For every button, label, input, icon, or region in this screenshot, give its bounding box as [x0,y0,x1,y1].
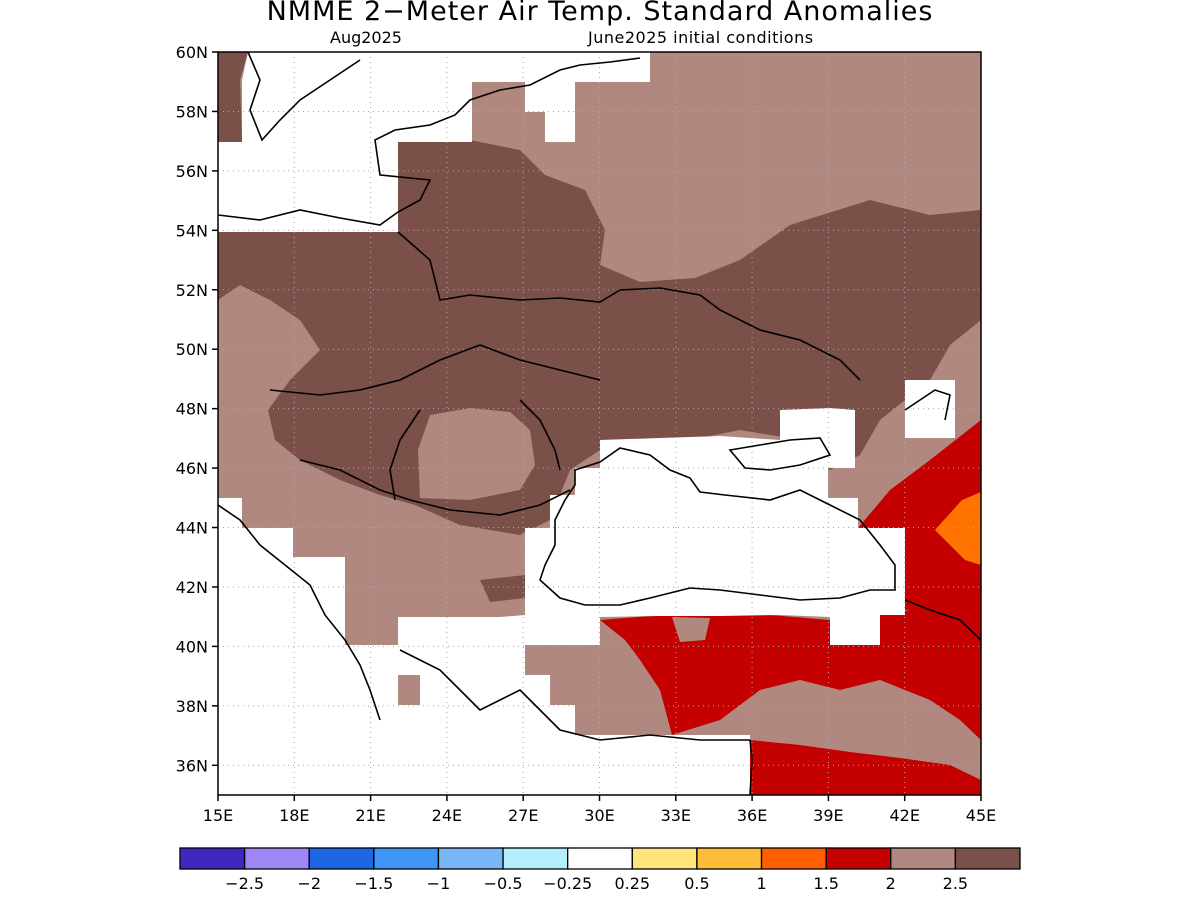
colorbar-swatch [373,847,440,870]
colorbar-label: −0.5 [484,874,523,893]
colorbar-swatch [825,847,892,870]
lat-tick-label: 60N [176,43,208,62]
coastlines [218,52,981,795]
colorbar-swatch [760,847,827,870]
colorbar-swatch [437,847,504,870]
lat-tick-label: 48N [176,400,208,419]
lon-tick-label: 24E [432,806,462,825]
lon-tick-label: 33E [661,806,691,825]
lat-tick-label: 50N [176,340,208,359]
anomaly-region-1.5-2 [750,740,981,795]
colorbar-label: −1.5 [354,874,393,893]
border-line [397,231,861,381]
lat-tick-label: 40N [176,637,208,656]
lon-tick-label: 45E [966,806,996,825]
lon-tick-label: 36E [737,806,767,825]
lon-tick-label: 18E [279,806,309,825]
colorbar-label: 2 [886,874,896,893]
lon-tick-label: 27E [508,806,538,825]
colorbar-label: −0.25 [543,874,592,893]
black-sea-mask [525,408,905,645]
colorbar-swatch [179,847,246,870]
border-line [299,459,571,516]
lat-tick-label: 52N [176,281,208,300]
anomaly-region-1-1.5 [935,492,981,565]
black-sea-coast [539,447,896,606]
colorbar-swatch [502,847,569,870]
colorbar-swatch [308,847,375,870]
colorbar-label: −2.5 [225,874,264,893]
colorbar-label: 0.25 [614,874,650,893]
colorbar-label: 2.5 [943,874,968,893]
forecast-month: Aug2025 [330,28,402,47]
colorbar-swatch [890,847,957,870]
colorbar-swatch [243,847,310,870]
lat-tick-label: 56N [176,162,208,181]
lon-tick-label: 39E [813,806,843,825]
anomaly-region-2-2.5 [418,408,535,500]
border-line [269,344,601,396]
map-title: NMME 2−Meter Air Temp. Standard Anomalie… [266,0,934,27]
adriatic-coast [218,504,381,721]
anomaly-region-2-2.5 [672,617,710,642]
colorbar-swatch [954,847,1021,870]
lat-tick-label: 36N [176,756,208,775]
colorbar-swatch [696,847,763,870]
lon-tick-label: 30E [584,806,614,825]
colorbar-label: 1.5 [813,874,838,893]
caspian-coast [904,389,951,421]
anomaly-region-2-2.5 [398,675,420,705]
anomaly-region-above-2.5 [480,575,525,602]
colorbar-label: 0.5 [684,874,709,893]
border-line [904,599,981,641]
colorbar-swatch [631,847,698,870]
border-line [519,399,561,471]
lat-tick-label: 58N [176,102,208,121]
anatolia-coast [749,739,753,795]
lat-tick-label: 42N [176,578,208,597]
colorbar-label: 1 [756,874,766,893]
colorbar-swatch [567,847,633,870]
border-line [389,409,421,501]
colorbar: −2.5 −2 −1.5 −1 −0.5 −0.25 0.25 0.5 1 1.5 2 2.5 [179,847,1021,893]
anomaly-region-1.5-2 [858,420,981,610]
lat-tick-label: 44N [176,519,208,538]
lat-tick-label: 38N [176,697,208,716]
azov-sea-coast [728,437,832,471]
colorbar-label: −1 [427,874,451,893]
lon-tick-label: 15E [203,806,233,825]
lon-tick-label: 42E [889,806,919,825]
scandinavia-coast [247,52,361,142]
baltic-coast [218,57,641,226]
colorbar-label: −2 [297,874,321,893]
lat-tick-label: 46N [176,459,208,478]
lat-tick-label: 54N [176,221,208,240]
lon-tick-label: 21E [355,806,385,825]
initial-conditions: June2025 initial conditions [588,28,814,47]
baltic-sea-mask [218,52,650,232]
anomaly-region-above-2.5 [218,52,248,142]
aegean-coast [399,649,750,741]
